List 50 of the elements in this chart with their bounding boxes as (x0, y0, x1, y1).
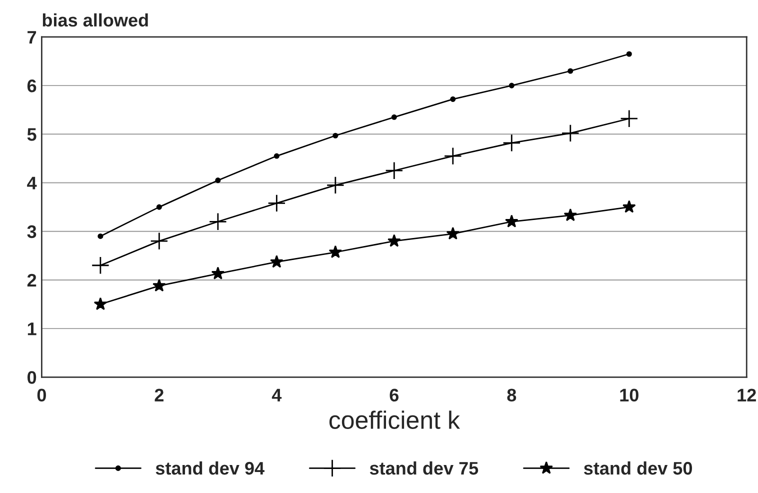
point (502, 134, 521, 152)
point (274, 153, 280, 159)
point (211, 266, 225, 280)
y-tick-label: 1 (28, 322, 36, 336)
point (564, 208, 578, 222)
point (156, 204, 162, 210)
point (444, 147, 462, 166)
point (622, 200, 636, 213)
point (328, 245, 342, 258)
y-tick-label: 5 (27, 128, 36, 141)
point (270, 255, 284, 268)
y-tick-label: 2 (27, 274, 36, 286)
point (568, 68, 574, 74)
x-tick-label: 0 (37, 388, 46, 402)
point (215, 178, 221, 184)
point (91, 256, 110, 274)
x-tick-label: 12 (738, 388, 756, 402)
point (152, 278, 166, 292)
x-tick-label: 10 (620, 388, 638, 402)
point (208, 212, 227, 231)
point (391, 114, 397, 120)
x-tick-label: 6 (390, 388, 399, 402)
x-axis-title: coefficient k (329, 410, 460, 430)
y-axis-title: bias allowed (42, 13, 148, 27)
y-tick-label: 4 (27, 176, 37, 190)
legend-label: stand dev 75 (370, 461, 478, 475)
point (446, 226, 460, 240)
y-tick-label: 0 (28, 371, 36, 384)
point (385, 162, 404, 180)
point (626, 51, 632, 57)
point (620, 110, 638, 128)
point (505, 214, 518, 228)
point (94, 297, 108, 310)
legend-label: stand dev 94 (156, 461, 264, 475)
point (268, 194, 286, 212)
y-tick-label: 3 (27, 225, 36, 238)
y-tick-label: 7 (28, 31, 36, 44)
x-tick-label: 2 (154, 388, 164, 402)
point (332, 132, 338, 138)
point (508, 82, 514, 88)
point (98, 233, 104, 239)
x-tick-label: 4 (272, 388, 282, 402)
point (561, 124, 580, 142)
point (326, 176, 344, 194)
x-tick-label: 8 (507, 388, 516, 402)
point (450, 96, 456, 102)
legend-label: stand dev 50 (584, 461, 692, 475)
point (388, 234, 401, 247)
point (150, 232, 168, 250)
y-tick-label: 6 (27, 80, 36, 92)
